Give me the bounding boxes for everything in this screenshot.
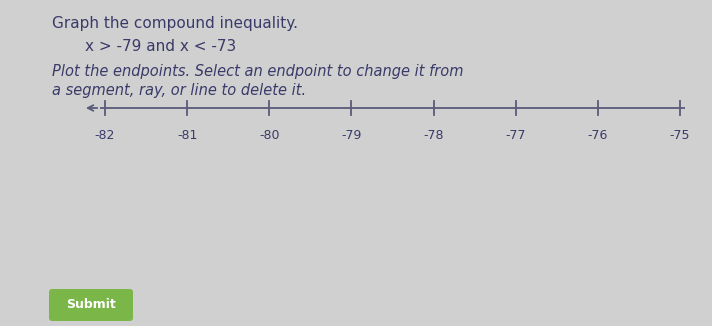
FancyBboxPatch shape — [49, 289, 133, 321]
Text: -75: -75 — [670, 129, 690, 142]
Text: -78: -78 — [424, 129, 444, 142]
Text: -79: -79 — [341, 129, 362, 142]
Text: -76: -76 — [587, 129, 608, 142]
Text: -80: -80 — [259, 129, 280, 142]
Text: Graph the compound inequality.: Graph the compound inequality. — [52, 16, 298, 31]
Text: Submit: Submit — [66, 299, 116, 312]
Text: a segment, ray, or line to delete it.: a segment, ray, or line to delete it. — [52, 83, 306, 98]
Text: -81: -81 — [177, 129, 197, 142]
Text: -82: -82 — [95, 129, 115, 142]
Text: -77: -77 — [506, 129, 526, 142]
Text: Plot the endpoints. Select an endpoint to change it from: Plot the endpoints. Select an endpoint t… — [52, 64, 464, 79]
Text: x > -79 and x < -73: x > -79 and x < -73 — [85, 39, 236, 54]
